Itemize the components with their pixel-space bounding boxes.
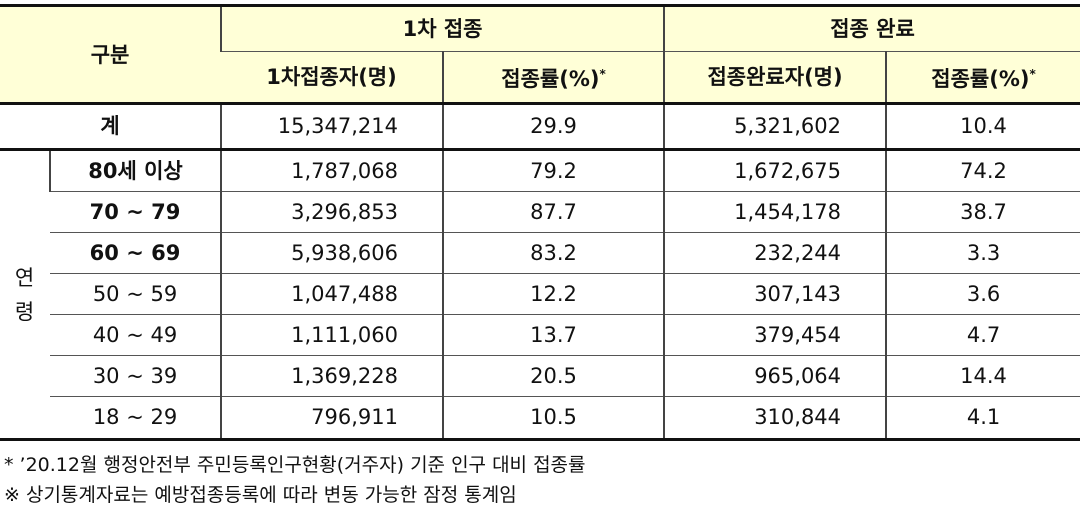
row-label: 18 ~ 29 <box>50 396 222 441</box>
first-count-cell: 796,911 <box>220 396 444 441</box>
complete-count-cell: 379,454 <box>663 314 887 356</box>
row-label: 70 ~ 79 <box>50 191 222 233</box>
first-rate-cell: 87.7 <box>442 191 665 233</box>
complete-count-cell: 1,672,675 <box>663 149 887 192</box>
vaccination-table: 구분 1차 접종 접종 완료 1차접종자(명) 접종률(%)* 접종완료자(명)… <box>0 4 1080 441</box>
complete-rate-cell: 4.1 <box>885 396 1080 441</box>
row-label: 80세 이상 <box>48 149 222 192</box>
table-row: 40 ~ 49 1,111,060 13.7 379,454 4.7 <box>0 314 1080 356</box>
complete-count-cell: 965,064 <box>663 355 887 397</box>
footnote-population-basis: * ’20.12월 행정안전부 주민등록인구현황(거주자) 기준 인구 대비 접… <box>4 454 586 476</box>
table-row: 50 ~ 59 1,047,488 12.2 307,143 3.6 <box>0 273 1080 315</box>
complete-count-cell: 310,844 <box>663 396 887 441</box>
complete-count-cell: 1,454,178 <box>663 191 887 233</box>
header-row-sub: 1차접종자(명) 접종률(%)* 접종완료자(명) 접종률(%)* <box>0 51 1080 105</box>
first-rate-cell: 13.7 <box>442 314 665 356</box>
first-rate-cell: 83.2 <box>442 232 665 274</box>
complete-rate-cell: 38.7 <box>885 191 1080 233</box>
category-header: 구분 <box>0 4 222 105</box>
table-row: 30 ~ 39 1,369,228 20.5 965,064 14.4 <box>0 355 1080 397</box>
complete-rate-cell: 3.6 <box>885 273 1080 315</box>
table-row: 60 ~ 69 5,938,606 83.2 232,244 3.3 <box>0 232 1080 274</box>
first-rate-cell: 10.5 <box>442 396 665 441</box>
total-row: 계 15,347,214 29.9 5,321,602 10.4 <box>0 103 1080 151</box>
complete-rate-cell: 3.3 <box>885 232 1080 274</box>
total-first-rate: 29.9 <box>442 103 665 151</box>
footnotes: * ’20.12월 행정안전부 주민등록인구현황(거주자) 기준 인구 대비 접… <box>4 450 586 510</box>
first-count-cell: 5,938,606 <box>220 232 444 274</box>
header-row-top: 구분 1차 접종 접종 완료 <box>0 4 1080 105</box>
complete-rate-cell: 74.2 <box>885 149 1080 192</box>
first-dose-group-header: 1차 접종 <box>220 4 665 52</box>
first-count-header: 1차접종자(명) <box>221 51 444 105</box>
row-label: 30 ~ 39 <box>50 355 222 397</box>
first-rate-cell: 12.2 <box>442 273 665 315</box>
complete-rate-header: 접종률(%)* <box>885 51 1080 105</box>
first-count-cell: 1,787,068 <box>220 149 444 192</box>
row-label: 60 ~ 69 <box>50 232 222 274</box>
complete-group-header: 접종 완료 <box>663 4 1080 52</box>
total-complete-count: 5,321,602 <box>663 103 887 151</box>
complete-count-cell: 232,244 <box>663 232 887 274</box>
footnote-provisional: ※ 상기통계자료는 예방접종등록에 따라 변동 가능한 잠정 통계임 <box>4 484 517 506</box>
first-count-cell: 1,369,228 <box>220 355 444 397</box>
complete-rate-cell: 14.4 <box>885 355 1080 397</box>
table-row: 70 ~ 79 3,296,853 87.7 1,454,178 38.7 <box>0 191 1080 233</box>
complete-count-header: 접종완료자(명) <box>663 51 887 105</box>
asterisk-mark: * <box>599 67 606 81</box>
row-label: 50 ~ 59 <box>50 273 222 315</box>
first-rate-cell: 79.2 <box>442 149 665 192</box>
complete-rate-cell: 4.7 <box>885 314 1080 356</box>
total-label: 계 <box>0 103 222 151</box>
first-count-cell: 1,047,488 <box>220 273 444 315</box>
first-rate-header: 접종률(%)* <box>442 51 665 105</box>
first-count-cell: 1,111,060 <box>220 314 444 356</box>
row-label: 40 ~ 49 <box>50 314 222 356</box>
first-rate-cell: 20.5 <box>442 355 665 397</box>
asterisk-mark: * <box>1029 67 1036 81</box>
first-count-cell: 3,296,853 <box>220 191 444 233</box>
complete-count-cell: 307,143 <box>663 273 887 315</box>
table-row: 18 ~ 29 796,911 10.5 310,844 4.1 <box>0 396 1080 441</box>
total-first-count: 15,347,214 <box>220 103 444 151</box>
total-complete-rate: 10.4 <box>885 103 1080 151</box>
